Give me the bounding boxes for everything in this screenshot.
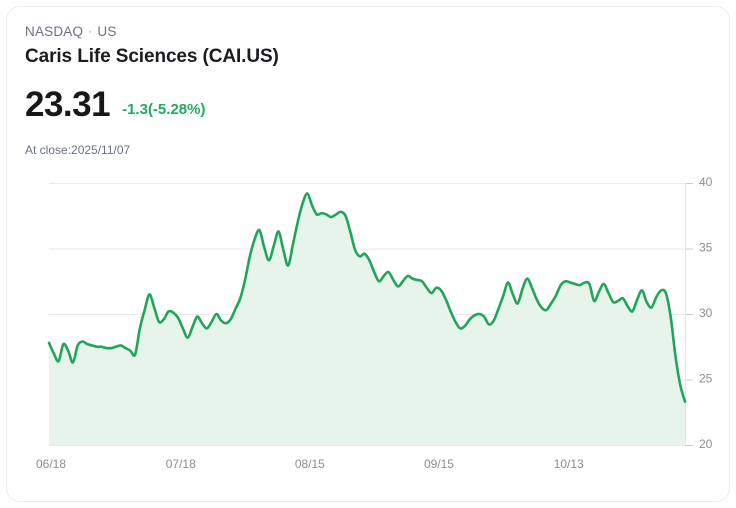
y-axis-tick-label: 20 [699,437,713,451]
current-price: 23.31 [25,85,111,124]
chart-area-fill [49,193,685,445]
quote-header: NASDAQ · US Caris Life Sciences (CAI.US) [25,23,711,70]
page-title: Caris Life Sciences (CAI.US) [25,46,279,67]
x-axis-tick-label: 09/15 [424,457,454,471]
y-axis-tick-label: 35 [699,241,713,255]
exchange-name: NASDAQ [25,24,84,39]
x-axis-tick-label: 06/18 [36,457,66,471]
x-axis-tick-label: 08/15 [295,457,325,471]
chart-y-axis-labels: 40 35 30 25 20 [699,175,713,451]
x-axis-tick-label: 07/18 [166,457,196,471]
chart-line [47,192,687,403]
price-chart-svg[interactable]: 40 35 30 25 20 06/18 07/18 08/15 09/15 10/13 [7,167,730,477]
region-label: US [97,24,117,39]
market-status-note: At close:2025/11/07 [25,143,131,157]
chart-x-axis-labels: 06/18 07/18 08/15 09/15 10/13 [36,457,584,471]
price-change: -1.3(-5.28%) [122,101,206,118]
x-axis-tick-label: 10/13 [554,457,584,471]
y-axis-tick-label: 30 [699,306,713,320]
exchange-region-row: NASDAQ · US [25,23,711,41]
y-axis-tick-label: 25 [699,372,713,386]
price-chart[interactable]: 40 35 30 25 20 06/18 07/18 08/15 09/15 10/13 [7,167,730,477]
separator-dot: · [88,24,93,38]
y-axis-tick-label: 40 [699,175,713,189]
quote-card: NASDAQ · US Caris Life Sciences (CAI.US) 2… [6,6,730,502]
price-row: 23.31 -1.3(-5.28%) [25,85,205,125]
